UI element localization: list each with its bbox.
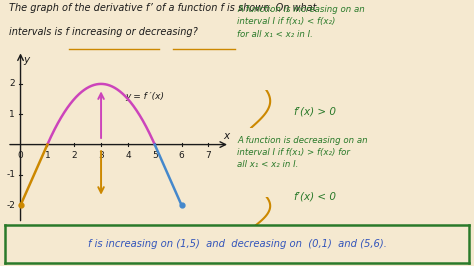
- Text: -2: -2: [6, 201, 15, 210]
- Text: f′(x) > 0: f′(x) > 0: [294, 106, 336, 117]
- Text: f is increasing on (1,5)  and  decreasing on  (0,1)  and (5,6).: f is increasing on (1,5) and decreasing …: [88, 239, 386, 249]
- Text: 5: 5: [152, 151, 158, 160]
- Text: 2: 2: [72, 151, 77, 160]
- Text: -1: -1: [6, 171, 15, 179]
- Text: 3: 3: [98, 151, 104, 160]
- Text: 7: 7: [206, 151, 211, 160]
- Text: 1: 1: [9, 110, 15, 119]
- Text: A function is decreasing on an
interval I if f(x₁) > f(x₂) for
all x₁ < x₂ in I.: A function is decreasing on an interval …: [237, 136, 368, 169]
- Text: y = f ′(x): y = f ′(x): [125, 92, 164, 101]
- Text: y: y: [24, 55, 30, 65]
- Text: 6: 6: [179, 151, 184, 160]
- Text: The graph of the derivative f’ of a function f is shown. On what: The graph of the derivative f’ of a func…: [9, 3, 317, 13]
- Text: 0: 0: [18, 151, 23, 160]
- Text: intervals is f increasing or decreasing?: intervals is f increasing or decreasing?: [9, 27, 198, 37]
- Text: A function is increasing on an
interval I if f(x₁) < f(x₂)
for all x₁ < x₂ in I.: A function is increasing on an interval …: [237, 5, 365, 39]
- Text: 4: 4: [125, 151, 131, 160]
- Text: x: x: [223, 131, 229, 141]
- Text: 2: 2: [9, 80, 15, 88]
- Text: 1: 1: [45, 151, 50, 160]
- Text: f′(x) < 0: f′(x) < 0: [294, 192, 336, 202]
